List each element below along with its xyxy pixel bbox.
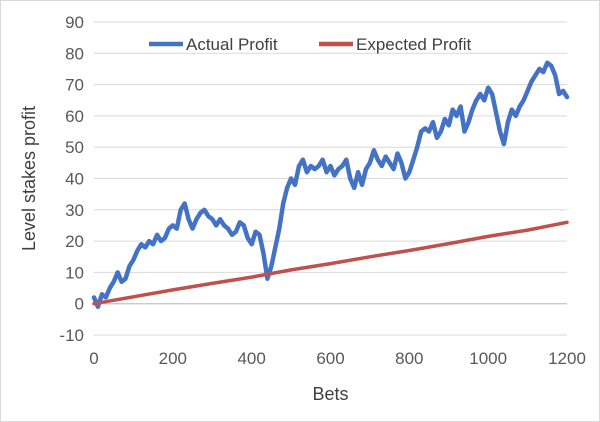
legend: Actual Profit Expected Profit <box>149 35 472 54</box>
gridlines <box>94 21 567 336</box>
x-tick-label: 1000 <box>469 349 507 368</box>
y-tick-label: 40 <box>65 170 84 189</box>
y-tick-label: 0 <box>75 295 84 314</box>
x-tick-label: 1200 <box>548 349 586 368</box>
y-tick-label: 10 <box>65 263 84 282</box>
y-tick-label: 60 <box>65 107 84 126</box>
tick-labels: -10 0 10 20 30 40 50 60 70 80 90 0 200 400 600 800 1000 1… <box>59 13 585 368</box>
series-line-expected-profit <box>92 220 569 306</box>
y-tick-label: -10 <box>59 326 84 345</box>
y-tick-label: 50 <box>65 138 84 157</box>
y-tick-label: 80 <box>65 44 84 63</box>
y-tick-label: 20 <box>65 232 84 251</box>
x-tick-label: 0 <box>89 349 98 368</box>
x-tick-label: 200 <box>159 349 187 368</box>
legend-label-actual-profit: Actual Profit <box>186 35 278 54</box>
x-tick-label: 600 <box>316 349 344 368</box>
y-axis-title: Level stakes profit <box>19 106 39 251</box>
legend-label-expected-profit: Expected Profit <box>356 35 472 54</box>
y-tick-label: 90 <box>65 13 84 32</box>
x-axis-title: Bets <box>312 384 348 404</box>
y-tick-label: 70 <box>65 76 84 95</box>
x-tick-label: 400 <box>237 349 265 368</box>
x-tick-label: 800 <box>395 349 423 368</box>
series-line-actual-profit <box>91 60 570 310</box>
y-tick-label: 30 <box>65 201 84 220</box>
series-lines <box>91 60 570 310</box>
